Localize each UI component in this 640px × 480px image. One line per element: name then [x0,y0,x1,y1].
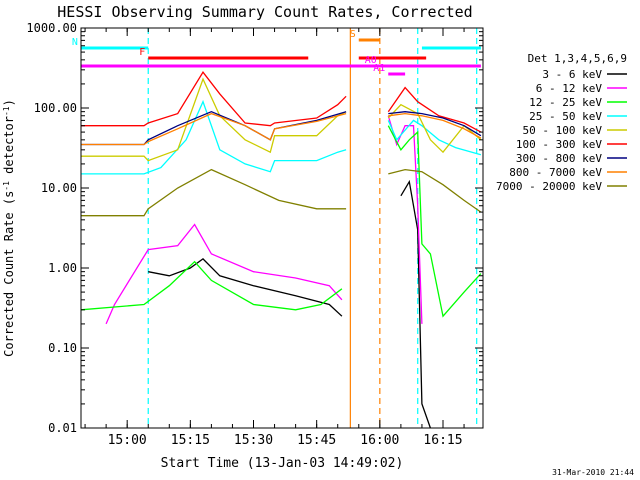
timestamp: 31-Mar-2010 21:44 [552,468,634,477]
legend-label: 100 - 300 keV [516,138,602,151]
legend-label: 6 - 12 keV [536,82,603,95]
legend-label: 50 - 100 keV [523,124,603,137]
y-tick-label: 0.10 [48,341,77,355]
flag-label: A0 [365,55,377,66]
legend-label: 800 - 7000 keV [509,166,602,179]
x-axis: 15:00 15:15 15:30 15:45 16:00 16:15 [84,28,465,448]
series-line-50-100keV [80,77,482,162]
y-axis-label: Corrected Count Rate (s-1 detector-1) [2,99,17,357]
series-line-12-25keV [80,125,482,318]
series-line-7000-20000keV [80,168,482,217]
x-tick-label: 15:15 [171,433,210,448]
flag-label: S [350,29,356,40]
y-tick-label: 10.00 [41,181,77,195]
legend-title: Det 1,3,4,5,6,9 [528,52,627,65]
x-tick-label: 15:00 [108,433,147,448]
chart-title: HESSI Observing Summary Count Rates, Cor… [57,3,472,21]
x-axis-label: Start Time (13-Jan-03 14:49:02) [161,456,404,471]
y-tick-label: 0.01 [48,421,77,435]
x-tick-label: 15:45 [297,433,336,448]
legend-label: 3 - 6 keV [542,68,602,81]
series-line-800-7000keV [80,112,482,146]
legend-label: 25 - 50 keV [529,110,602,123]
y-tick-label: 1.00 [48,261,77,275]
plot-frame [80,27,484,429]
flag-label: F [139,47,145,58]
series-line-25-50keV [80,99,482,175]
legend-label: 7000 - 20000 keV [496,180,602,193]
series-line-3-6keV [148,179,432,429]
series-line-100-300keV [80,71,482,133]
x-tick-label: 16:00 [360,433,399,448]
y-axis: 0.01 0.10 1.00 10.00 100.00 1000.00 [26,21,483,435]
legend-label: 300 - 800 keV [516,152,602,165]
series-line-6-12keV [105,115,423,325]
flag-label: N [72,37,78,48]
y-tick-label: 100.00 [34,101,77,115]
legend-label: 12 - 25 keV [529,96,602,109]
x-tick-label: 16:15 [423,433,462,448]
flag-label: A1 [373,63,385,74]
x-tick-label: 15:30 [234,433,273,448]
y-tick-label: 1000.00 [26,21,77,35]
